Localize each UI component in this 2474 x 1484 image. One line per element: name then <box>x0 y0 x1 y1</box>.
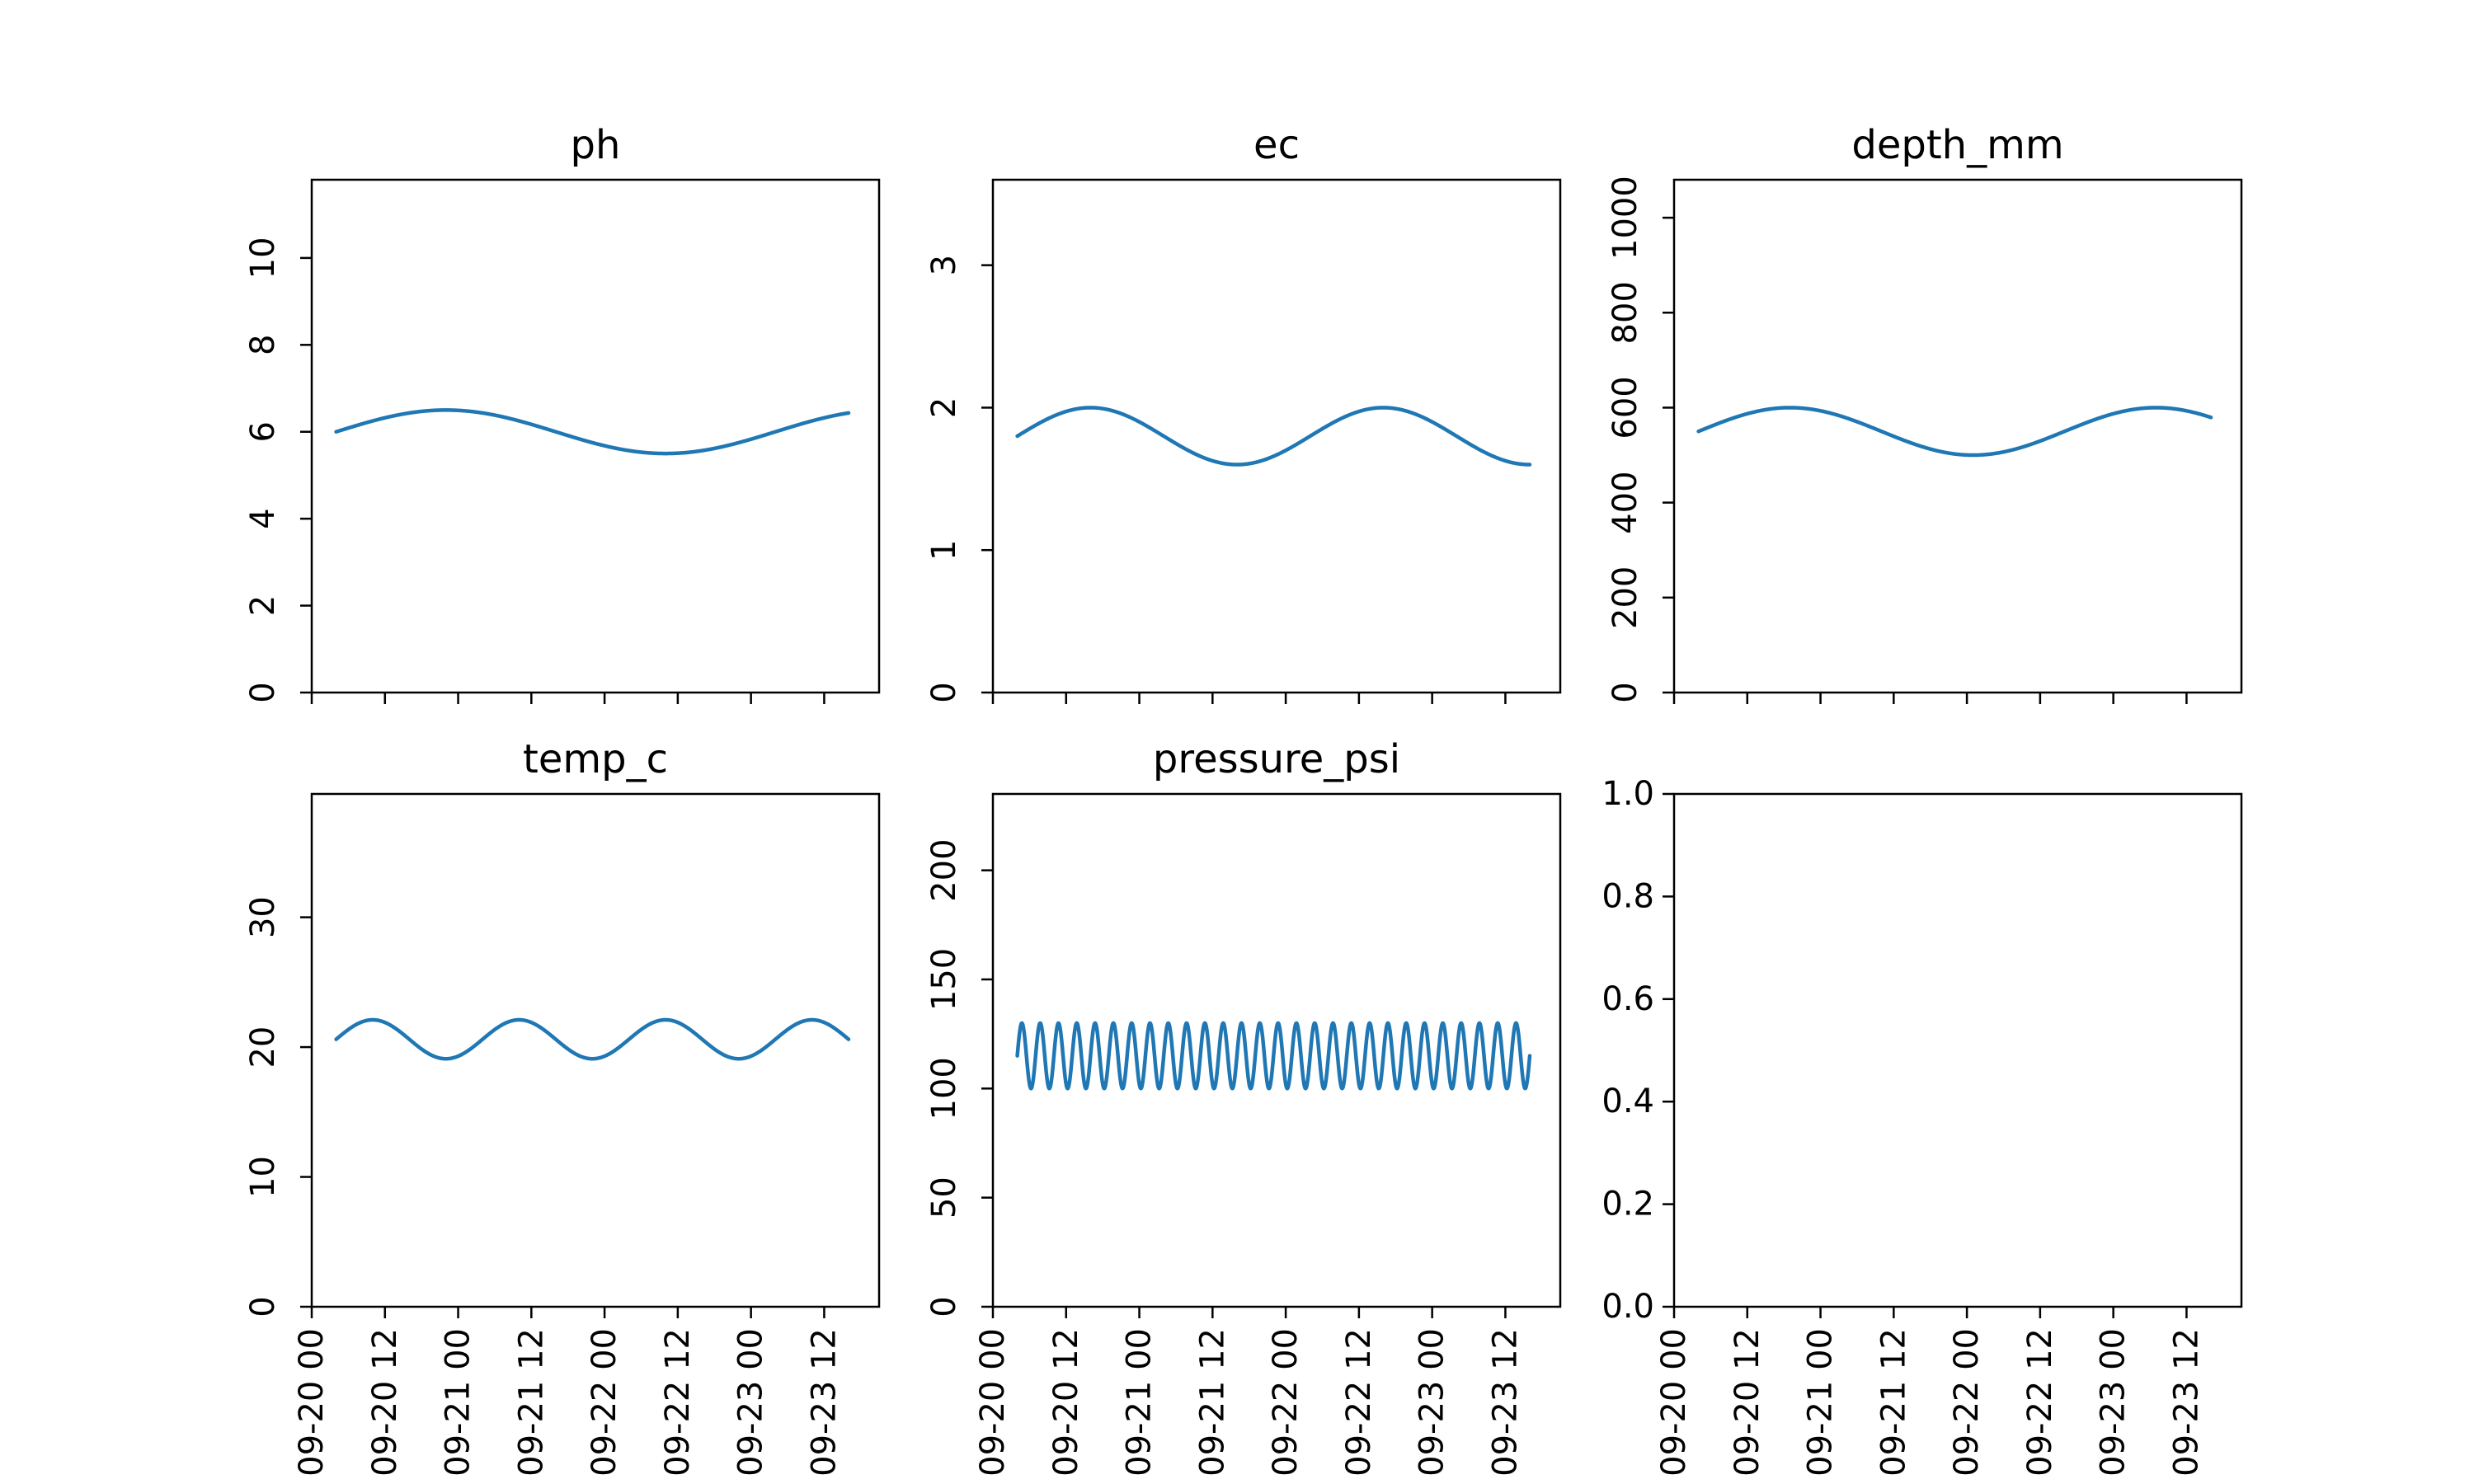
x-tick-label: 09-21 12 <box>1874 1328 1912 1477</box>
subplot-title: pressure_psi <box>1153 736 1400 782</box>
axes-frame <box>991 792 1562 1308</box>
series-line <box>334 1017 851 1061</box>
y-tick-label: 800 <box>1606 281 1644 344</box>
subplot-title: ec <box>1253 122 1300 168</box>
series-line <box>334 408 851 456</box>
x-tick-label: 09-23 12 <box>2167 1328 2205 1477</box>
y-tick-label: 200 <box>1606 566 1644 629</box>
y-tick-label: 100 <box>925 1057 963 1120</box>
y-tick-label: 0 <box>244 682 282 702</box>
x-tick-label: 09-22 00 <box>1267 1328 1305 1477</box>
subplot-ph: ph 0 2 4 6 8 10 <box>244 122 881 704</box>
x-tick-label: 09-21 12 <box>512 1328 550 1477</box>
y-tick-label: 0 <box>1606 682 1644 702</box>
x-tick-label: 09-20 00 <box>1655 1328 1693 1477</box>
axes-frame <box>1672 792 2243 1308</box>
x-tick-label: 09-21 00 <box>440 1328 477 1477</box>
y-tick-label: 2 <box>244 595 282 616</box>
y-tick-label: 400 <box>1606 471 1644 533</box>
y-tick-label: 600 <box>1606 376 1644 439</box>
x-tick-label: 09-23 00 <box>2095 1328 2133 1477</box>
y-tick-label: 1000 <box>1606 176 1644 260</box>
subplot-title: temp_c <box>523 736 668 782</box>
subplot-title: ph <box>571 122 621 168</box>
x-tick-label: 09-20 00 <box>293 1328 331 1477</box>
y-tick-label: 4 <box>244 508 282 528</box>
x-tick-label: 09-21 12 <box>1193 1328 1231 1477</box>
subplot-ec: ec 0 1 2 3 <box>925 122 1562 704</box>
y-tick-label: 1 <box>925 539 963 560</box>
x-tick-label: 09-23 00 <box>1413 1328 1451 1477</box>
y-tick-label: 200 <box>925 838 963 901</box>
series-line <box>1696 406 2213 458</box>
y-tick-label: 0 <box>244 1296 282 1317</box>
x-tick-label: 09-22 12 <box>659 1328 697 1477</box>
subplot-empty: 0.0 0.2 0.4 0.6 0.8 1.0 09-20 00 09-20 12 09-21 … <box>1602 775 2243 1477</box>
x-tick-label: 09-22 12 <box>2021 1328 2059 1477</box>
y-tick-label: 3 <box>925 255 963 275</box>
y-tick-label: 20 <box>244 1026 282 1068</box>
x-tick-label: 09-23 12 <box>1486 1328 1524 1477</box>
axes-frame <box>310 178 881 694</box>
y-tick-label: 0 <box>925 1296 963 1317</box>
y-tick-label: 0.4 <box>1602 1082 1654 1120</box>
series-line <box>1015 406 1532 467</box>
x-tick-label: 09-20 12 <box>366 1328 404 1477</box>
y-tick-label: 0.6 <box>1602 980 1654 1018</box>
y-tick-label: 0.8 <box>1602 877 1654 915</box>
x-tick-label: 09-23 00 <box>732 1328 770 1477</box>
x-tick-label: 09-23 12 <box>805 1328 843 1477</box>
series-line <box>1015 1021 1532 1091</box>
x-tick-label: 09-20 00 <box>974 1328 1012 1477</box>
y-tick-label: 10 <box>244 237 282 279</box>
x-tick-label: 09-22 00 <box>1948 1328 1986 1477</box>
axes-frame <box>310 792 881 1308</box>
y-tick-label: 1.0 <box>1602 775 1654 813</box>
y-tick-label: 0.0 <box>1602 1288 1654 1326</box>
y-tick-label: 30 <box>244 896 282 938</box>
x-tick-label: 09-22 12 <box>1340 1328 1378 1477</box>
subplot-temp_c: temp_c 0 10 20 30 09-20 00 09-20 12 09-21 00 09-… <box>244 736 881 1477</box>
y-tick-label: 8 <box>244 335 282 355</box>
y-tick-label: 50 <box>925 1176 963 1219</box>
y-tick-label: 2 <box>925 397 963 418</box>
y-tick-label: 0.2 <box>1602 1186 1654 1223</box>
axes-frame <box>1672 178 2243 694</box>
x-tick-label: 09-20 12 <box>1729 1328 1766 1477</box>
x-tick-label: 09-21 00 <box>1121 1328 1159 1477</box>
subplot-pressure_psi: pressure_psi 0 50 100 150 200 09-20 00 09-20 12… <box>925 736 1562 1477</box>
y-tick-label: 0 <box>925 682 963 702</box>
y-tick-label: 6 <box>244 421 282 442</box>
x-tick-label: 09-20 12 <box>1047 1328 1085 1477</box>
y-tick-label: 10 <box>244 1156 282 1198</box>
subplot-title: depth_mm <box>1851 122 2063 168</box>
subplot-depth_mm: depth_mm 0 200 400 600 800 1000 <box>1606 122 2243 704</box>
y-tick-label: 150 <box>925 948 963 1011</box>
x-tick-label: 09-22 00 <box>586 1328 623 1477</box>
x-tick-label: 09-21 00 <box>1802 1328 1840 1477</box>
axes-frame <box>991 178 1562 694</box>
